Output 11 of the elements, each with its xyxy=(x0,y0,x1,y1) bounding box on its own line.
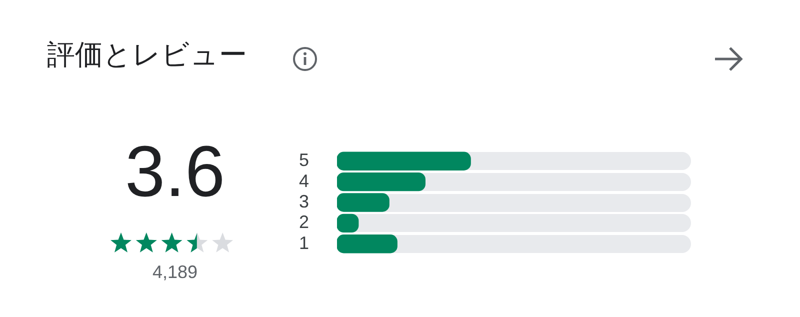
y-tick-label: 4 xyxy=(298,170,309,191)
y-tick-label: 5 xyxy=(298,150,309,170)
chart-title: 評価とレビュー xyxy=(47,38,247,72)
y-tick-label: 2 xyxy=(298,212,309,232)
text: 4,189 xyxy=(151,262,199,283)
y-tick-label: 1 xyxy=(298,232,309,253)
y-tick-label: 3 xyxy=(298,191,309,212)
bar xyxy=(337,234,398,254)
bar xyxy=(337,193,390,212)
bar xyxy=(337,172,426,192)
text: 3.6 xyxy=(124,131,226,214)
